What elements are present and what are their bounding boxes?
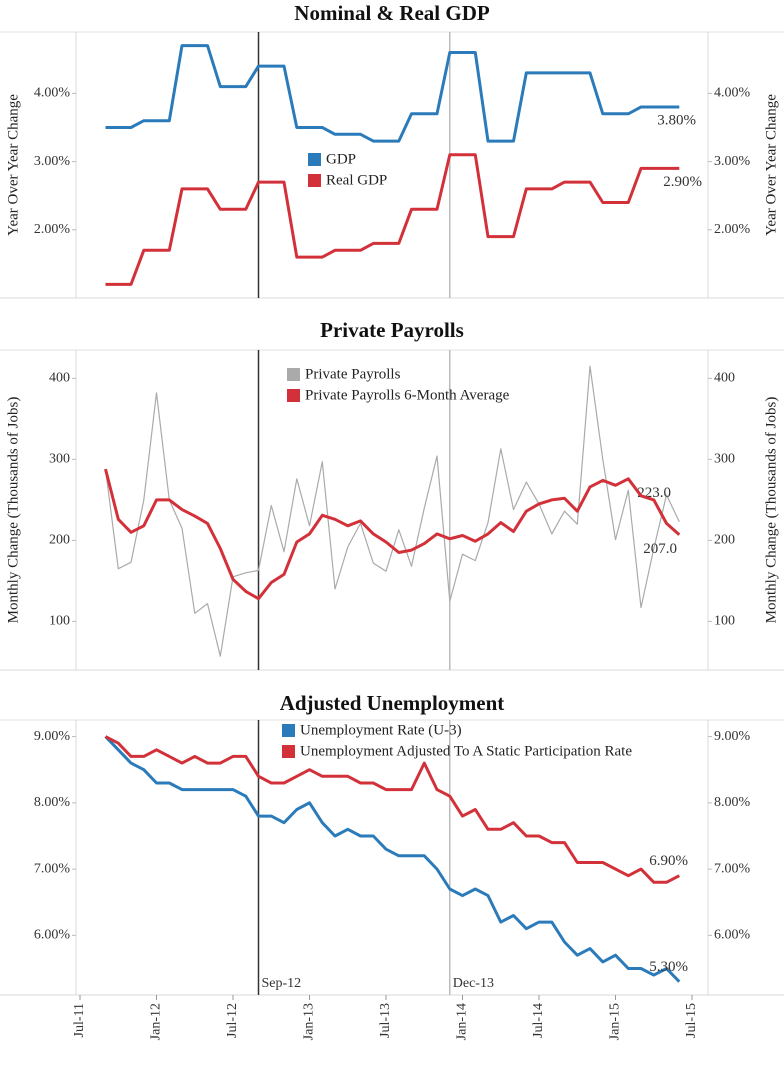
- series-line: [104, 735, 680, 884]
- x-tick-label: Jan-15: [608, 1003, 623, 1040]
- x-tick-label: Jan-13: [302, 1003, 317, 1040]
- legend-swatch: [308, 153, 321, 166]
- chart-title: Nominal & Real GDP: [294, 1, 490, 25]
- y-tick-label: 8.00%: [34, 795, 71, 810]
- legend-label: GDP: [326, 151, 356, 167]
- legend-swatch: [287, 389, 300, 402]
- x-tick-label: Jul-14: [531, 1003, 546, 1038]
- series-line: [105, 153, 680, 286]
- y-tick-label: 7.00%: [714, 861, 751, 876]
- x-tick-label: Jul-11: [72, 1003, 87, 1037]
- series-line: [104, 365, 680, 657]
- x-tick-label: Jul-13: [378, 1003, 393, 1038]
- legend-swatch: [282, 745, 295, 758]
- y-tick-label: 200: [714, 533, 735, 548]
- legend-label: Private Payrolls: [305, 366, 401, 382]
- y-tick-label: 4.00%: [34, 86, 71, 101]
- y-tick-label: 2.00%: [714, 222, 751, 237]
- y-tick-label: 6.00%: [34, 928, 71, 943]
- chart-title: Private Payrolls: [320, 318, 464, 342]
- legend-label: Real GDP: [326, 172, 387, 188]
- y-tick-label: 200: [49, 533, 70, 548]
- legend-label: Unemployment Rate (U-3): [300, 722, 462, 738]
- y-tick-label: 9.00%: [34, 729, 71, 744]
- y-tick-label: 2.00%: [34, 222, 71, 237]
- end-value-label: 2.90%: [663, 174, 702, 190]
- legend-swatch: [308, 174, 321, 187]
- x-tick-label: Jul-15: [684, 1003, 699, 1038]
- y-tick-label: 8.00%: [714, 795, 751, 810]
- x-tick-label: Jul-12: [225, 1003, 240, 1038]
- legend-label: Private Payrolls 6-Month Average: [305, 387, 510, 403]
- end-value-label: 6.90%: [649, 853, 688, 869]
- y2-axis-label: Monthly Change (Thousands of Jobs): [763, 397, 779, 624]
- legend-swatch: [282, 724, 295, 737]
- end-value-label: 5.30%: [649, 959, 688, 975]
- y-tick-label: 300: [49, 452, 70, 467]
- y-tick-label: 3.00%: [714, 154, 751, 169]
- y-tick-label: 4.00%: [714, 86, 751, 101]
- y-tick-label: 3.00%: [34, 154, 71, 169]
- series-line: [104, 735, 681, 983]
- legend-swatch: [287, 368, 300, 381]
- y-tick-label: 400: [49, 371, 70, 386]
- y-tick-label: 100: [714, 614, 735, 629]
- x-tick-label: Jan-12: [149, 1003, 164, 1040]
- event-label: Dec-13: [453, 976, 494, 991]
- event-label: Sep-12: [262, 976, 302, 991]
- y-tick-label: 9.00%: [714, 729, 751, 744]
- y-tick-label: 100: [49, 614, 70, 629]
- y-tick-label: 7.00%: [34, 861, 71, 876]
- y-tick-label: 400: [714, 371, 735, 386]
- x-tick-label: Jan-14: [455, 1003, 470, 1040]
- legend-label: Unemployment Adjusted To A Static Partic…: [300, 743, 632, 759]
- y-tick-label: 6.00%: [714, 928, 751, 943]
- y-tick-label: 300: [714, 452, 735, 467]
- series-line: [104, 468, 681, 601]
- y-axis-label: Monthly Change (Thousands of Jobs): [5, 397, 21, 624]
- end-value-label: 3.80%: [657, 112, 696, 128]
- y-axis-label: Year Over Year Change: [5, 94, 21, 236]
- chart-title: Adjusted Unemployment: [280, 691, 505, 715]
- y2-axis-label: Year Over Year Change: [763, 94, 779, 236]
- end-value-label: 207.0: [643, 541, 677, 557]
- series-line: [105, 44, 680, 143]
